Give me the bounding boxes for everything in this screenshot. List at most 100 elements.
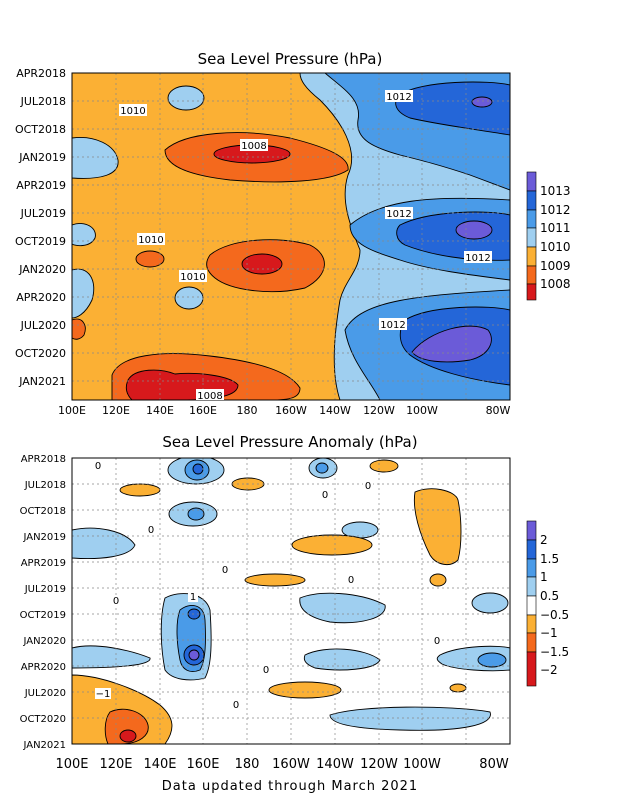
top-field-1014-a [471,96,493,108]
anom-neg [268,681,342,699]
svg-text:0: 0 [434,636,440,647]
colorbar-swatch [526,595,537,616]
bottom-contour-label: 0 [363,480,373,492]
colorbar-label: 1013 [540,184,571,198]
colorbar-swatch [526,576,537,597]
top-contour-label: 1008 [196,389,224,402]
y-tick-label: APR2018 [21,454,66,465]
anom-neg [429,573,447,587]
colorbar-swatch [526,283,537,301]
svg-text:0: 0 [113,596,119,607]
colorbar-label: 1008 [540,277,571,291]
x-tick-label: 180 [237,404,258,417]
top-field-1009-c [135,250,165,268]
y-tick-label: JAN2020 [22,636,66,647]
svg-text:0: 0 [233,700,239,711]
y-tick-label: OCT2018 [15,123,66,136]
svg-text:0: 0 [263,665,269,676]
bottom-x-axis: 100E 120E 140E 160E 180 160W 140W 120W 1… [55,757,508,772]
anom-neg [413,488,462,566]
svg-text:1012: 1012 [380,320,405,331]
x-tick-label: 100E [55,757,88,772]
top-field-1013-a [395,81,510,136]
y-tick-label: JAN2021 [18,375,66,388]
top-contour-label: 1010 [179,270,207,283]
bottom-frame [71,457,511,745]
top-field-1008-b [241,253,283,275]
bottom-contour-label: 0 [111,595,121,607]
x-tick-label: 140W [316,757,354,772]
anom-pos [299,592,386,624]
y-tick-label: JAN2021 [22,740,66,751]
x-tick-label: 120W [360,757,398,772]
bottom-contour-label: 0 [346,574,356,586]
y-tick-label: JAN2019 [18,151,66,164]
y-tick-label: JUL2018 [24,480,66,491]
svg-text:1010: 1010 [120,106,145,117]
y-tick-label: OCT2019 [20,610,66,621]
colorbar-label: 1009 [540,259,571,273]
top-grid [72,73,510,400]
bottom-chart-title: Sea Level Pressure Anomaly (hPa) [162,433,417,451]
top-field-1009-e [72,318,86,340]
y-tick-label: APR2019 [16,179,66,192]
bottom-contour-label: 1 [188,591,198,603]
colorbar-label: 1 [540,570,548,584]
svg-text:1: 1 [190,592,196,603]
colorbar-swatch [526,190,537,211]
svg-text:0: 0 [365,481,371,492]
y-tick-label: JUL2019 [20,207,66,220]
colorbar-swatch [526,539,537,560]
bottom-contour-label: 0 [220,564,230,576]
bottom-contour-label: 0 [231,699,241,711]
colorbar-swatch [526,558,537,578]
colorbar-swatch [526,265,537,285]
svg-text:0: 0 [222,565,228,576]
top-field-1011-west-a [72,137,119,179]
svg-text:1008: 1008 [241,141,266,152]
y-tick-label: JUL2019 [24,584,66,595]
x-tick-label: 180 [235,757,260,772]
y-tick-label: OCT2019 [15,235,66,248]
colorbar-label: 2 [540,533,548,547]
bottom-colorbar: 2 1.5 1 0.5 −0.5 −1 −1.5 −2 [526,520,569,687]
x-tick-label: 160W [272,757,310,772]
y-tick-label: JUL2020 [24,688,66,699]
x-tick-label: 100W [406,404,438,417]
footer-note: Data updated through March 2021 [162,779,418,794]
svg-text:1010: 1010 [138,235,163,246]
colorbar-label: −1 [540,626,558,640]
anom-neg [291,534,373,556]
colorbar-swatch [526,227,537,248]
svg-text:1012: 1012 [465,253,490,264]
y-tick-label: JUL2020 [20,319,66,332]
bottom-contour-label: 0 [320,489,330,501]
top-contour-label: 1008 [240,139,268,152]
top-contour-label: 1012 [385,207,413,220]
anom-pos [471,592,509,614]
svg-text:1008: 1008 [197,391,222,402]
anom-pos [303,648,381,671]
y-tick-label: JUL2018 [20,95,66,108]
y-tick-label: APR2020 [21,662,66,673]
colorbar-label: 1012 [540,203,571,217]
top-field-1011-west-b [72,223,96,247]
y-tick-label: JAN2019 [22,532,66,543]
top-x-axis: 100E 120E 140E 160E 180 160W 140W 120W 1… [58,404,511,417]
x-tick-label: 80W [479,757,509,772]
colorbar-swatch [526,651,537,687]
anom-neg [244,573,306,587]
colorbar-swatch [526,171,537,192]
x-tick-label: 140W [319,404,351,417]
anom-neg-2 [119,729,137,743]
top-field-1014-c [411,325,492,363]
top-heatmap: 1010 1012 1008 1012 1010 1012 1010 1012 … [71,72,511,402]
y-tick-label: APR2018 [16,67,66,80]
anom-pos [329,706,491,731]
top-colorbar: 1013 1012 1011 1010 1009 1008 [526,171,571,301]
svg-text:0: 0 [95,461,101,472]
x-tick-label: 160W [275,404,307,417]
svg-text:0: 0 [148,525,154,536]
bottom-contour-label: −1 [95,688,111,700]
